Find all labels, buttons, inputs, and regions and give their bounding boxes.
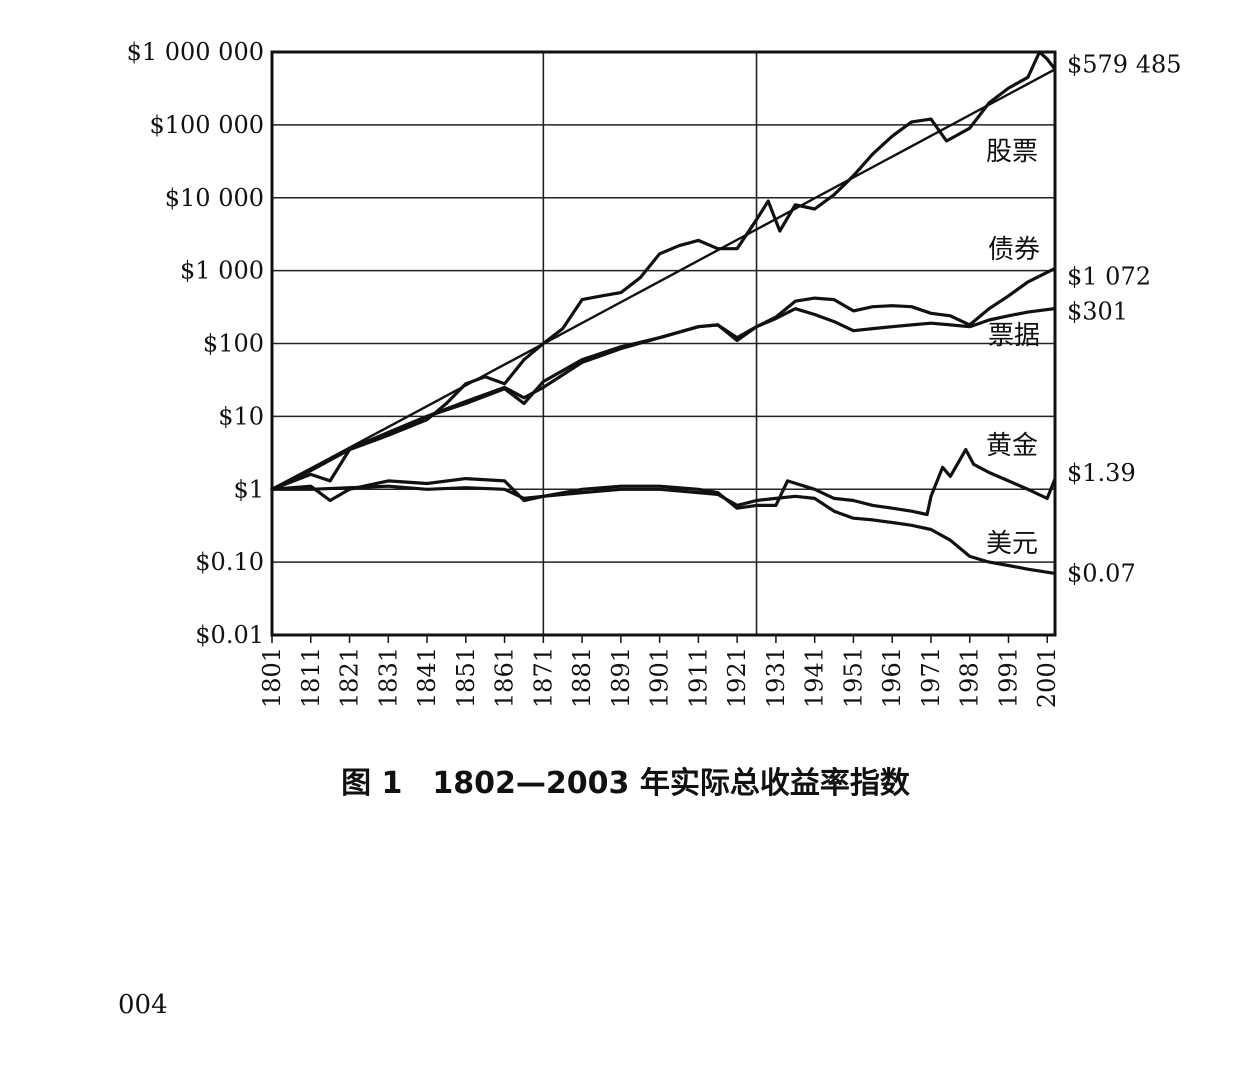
x-tick-label: 1861 <box>491 647 519 708</box>
series-line-3 <box>270 307 1057 491</box>
series-annotation-stocks: 股票 <box>986 137 1038 167</box>
x-tick-label: 1991 <box>994 647 1022 708</box>
x-tick-label: 1841 <box>413 647 441 708</box>
figure-caption: 图 1 1802—2003 年实际总收益率指数 <box>341 766 910 801</box>
x-tick-label: 1871 <box>529 647 557 708</box>
series-end-label: $1.39 <box>1067 459 1136 487</box>
right-end-labels: $579 485 $1 072 $301 $1.39 $0.07 <box>1067 50 1182 587</box>
x-tick-label: 1901 <box>646 647 674 708</box>
x-tick-label: 1941 <box>801 647 829 708</box>
y-tick-label: $1 <box>233 475 264 503</box>
series-end-label: $0.07 <box>1067 559 1136 587</box>
page-number: 004 <box>118 990 168 1020</box>
x-tick-label: 1971 <box>917 647 945 708</box>
line-chart: $1 000 000 $100 000 $10 000 $1 000 $100 $10 $1… <box>127 38 1182 708</box>
series-line-4 <box>270 448 1057 517</box>
y-axis-tick-labels: $1 000 000 $100 000 $10 000 $1 000 $100 $10 $1… <box>127 38 264 649</box>
y-tick-label: $10 000 <box>165 184 264 212</box>
series-line-1 <box>270 68 1057 491</box>
y-tick-label: $10 <box>218 402 264 430</box>
series-end-label: $301 <box>1067 298 1128 326</box>
x-tick-label: 2001 <box>1033 647 1061 708</box>
x-axis-tick-labels: 1801 1811 1821 1831 1841 1851 1861 1871 1881 1891… <box>258 635 1061 708</box>
y-tick-label: $1 000 000 <box>127 38 264 66</box>
series-annotation-gold: 黄金 <box>986 431 1038 461</box>
plot-frame <box>270 50 1057 637</box>
series-line-5 <box>270 484 1057 575</box>
y-tick-label: $0.10 <box>195 548 264 576</box>
y-tick-label: $100 <box>203 330 264 358</box>
series-line-0 <box>270 50 1057 491</box>
x-tick-label: 1961 <box>878 647 906 708</box>
x-tick-label: 1911 <box>684 647 712 708</box>
x-tick-label: 1891 <box>607 647 635 708</box>
y-tick-label: $0.01 <box>195 621 264 649</box>
x-tick-label: 1821 <box>336 647 364 708</box>
x-tick-label: 1921 <box>723 647 751 708</box>
x-tick-label: 1881 <box>568 647 596 708</box>
x-tick-label: 1831 <box>374 647 402 708</box>
x-tick-label: 1801 <box>258 647 286 708</box>
series-layer <box>270 50 1057 575</box>
series-end-label: $1 072 <box>1067 262 1151 290</box>
x-tick-label: 1811 <box>297 647 325 708</box>
x-tick-label: 1981 <box>956 647 984 708</box>
series-end-label: $579 485 <box>1067 50 1182 78</box>
y-tick-label: $100 000 <box>149 111 264 139</box>
series-annotation-bills: 票据 <box>988 321 1040 351</box>
x-tick-label: 1851 <box>452 647 480 708</box>
y-tick-label: $1 000 <box>180 257 264 285</box>
grid-layer <box>272 51 1055 636</box>
x-tick-label: 1951 <box>839 647 867 708</box>
series-annotation-bonds: 债券 <box>988 235 1040 265</box>
series-annotation-dollar: 美元 <box>986 529 1038 559</box>
series-line-2 <box>270 266 1057 491</box>
x-tick-label: 1931 <box>762 647 790 708</box>
